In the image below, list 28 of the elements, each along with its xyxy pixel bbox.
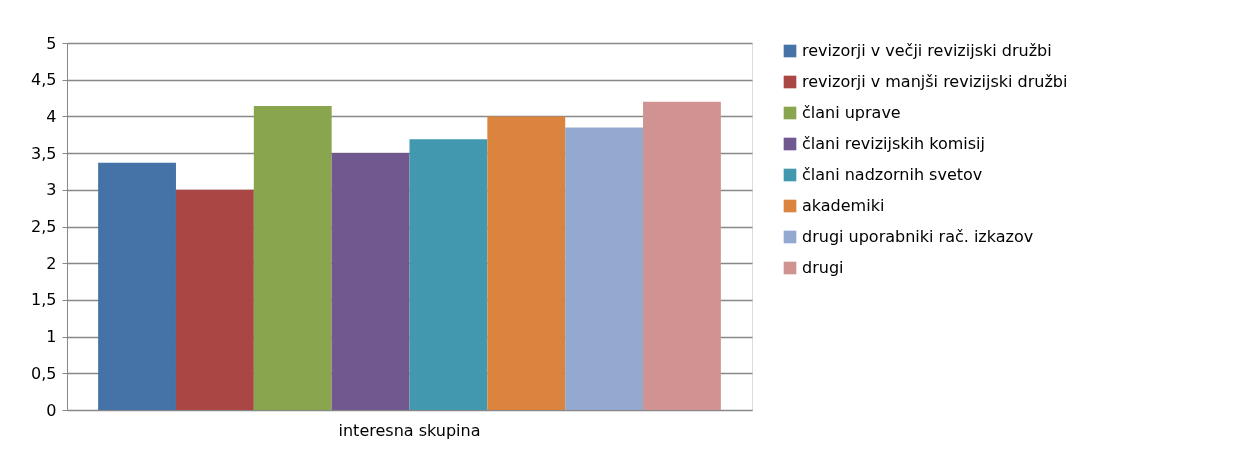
legend-label: akademiki [802,196,885,215]
y-tick-label: 5 [46,33,57,53]
y-tick-label: 2 [46,253,57,273]
y-tick-label: 3 [46,180,57,200]
y-tick-label: 4,5 [31,70,57,90]
bar [565,127,644,410]
bar [253,106,332,410]
legend-label: člani nadzornih svetov [802,165,983,184]
bar [331,153,410,410]
x-tick-label: interesna skupina [338,420,481,440]
legend-label: revizorji v večji revizijski družbi [802,41,1052,60]
legend-label: drugi uporabniki rač. izkazov [802,227,1034,246]
legend-label: člani uprave [802,103,901,122]
y-tick-label: 0 [46,400,57,420]
y-tick-label: 0,5 [31,363,57,383]
bar [487,116,566,410]
legend-label: revizorji v manjši revizijski družbi [802,72,1068,91]
legend-label: drugi [802,258,844,277]
bar [643,101,721,410]
y-tick-label: 1,5 [31,290,57,310]
y-tick-label: 1 [46,327,57,347]
bar [98,162,176,410]
y-tick-label: 4 [46,106,57,126]
y-tick-label: 2,5 [31,217,57,236]
legend-label: člani revizijskih komisij [802,134,986,153]
bar [409,139,488,410]
bar [175,189,254,410]
y-tick-label: 3,5 [31,143,57,163]
